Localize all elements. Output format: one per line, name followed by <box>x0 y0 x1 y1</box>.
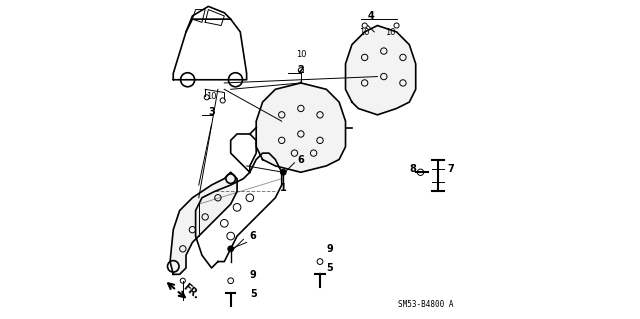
Text: 6: 6 <box>250 231 257 241</box>
Polygon shape <box>256 83 346 172</box>
Text: 10: 10 <box>206 92 217 101</box>
Text: 6: 6 <box>298 155 305 165</box>
Text: 10: 10 <box>385 28 396 37</box>
Text: 10: 10 <box>360 28 370 37</box>
Circle shape <box>280 169 286 175</box>
Text: 8: 8 <box>410 164 416 174</box>
Text: 5: 5 <box>250 289 257 299</box>
Polygon shape <box>346 26 416 115</box>
Text: 9: 9 <box>326 244 333 254</box>
Text: 3: 3 <box>208 107 215 117</box>
Text: 5: 5 <box>326 263 333 273</box>
Text: 9: 9 <box>250 270 257 279</box>
Text: 4: 4 <box>367 11 374 21</box>
Text: 7: 7 <box>447 164 454 174</box>
Text: 2: 2 <box>298 65 304 75</box>
Text: 1: 1 <box>280 183 287 193</box>
Text: 10: 10 <box>296 50 306 59</box>
Text: FR.: FR. <box>181 282 202 301</box>
Polygon shape <box>170 172 237 274</box>
Text: SM53-B4800 A: SM53-B4800 A <box>399 300 454 309</box>
Circle shape <box>228 246 234 252</box>
